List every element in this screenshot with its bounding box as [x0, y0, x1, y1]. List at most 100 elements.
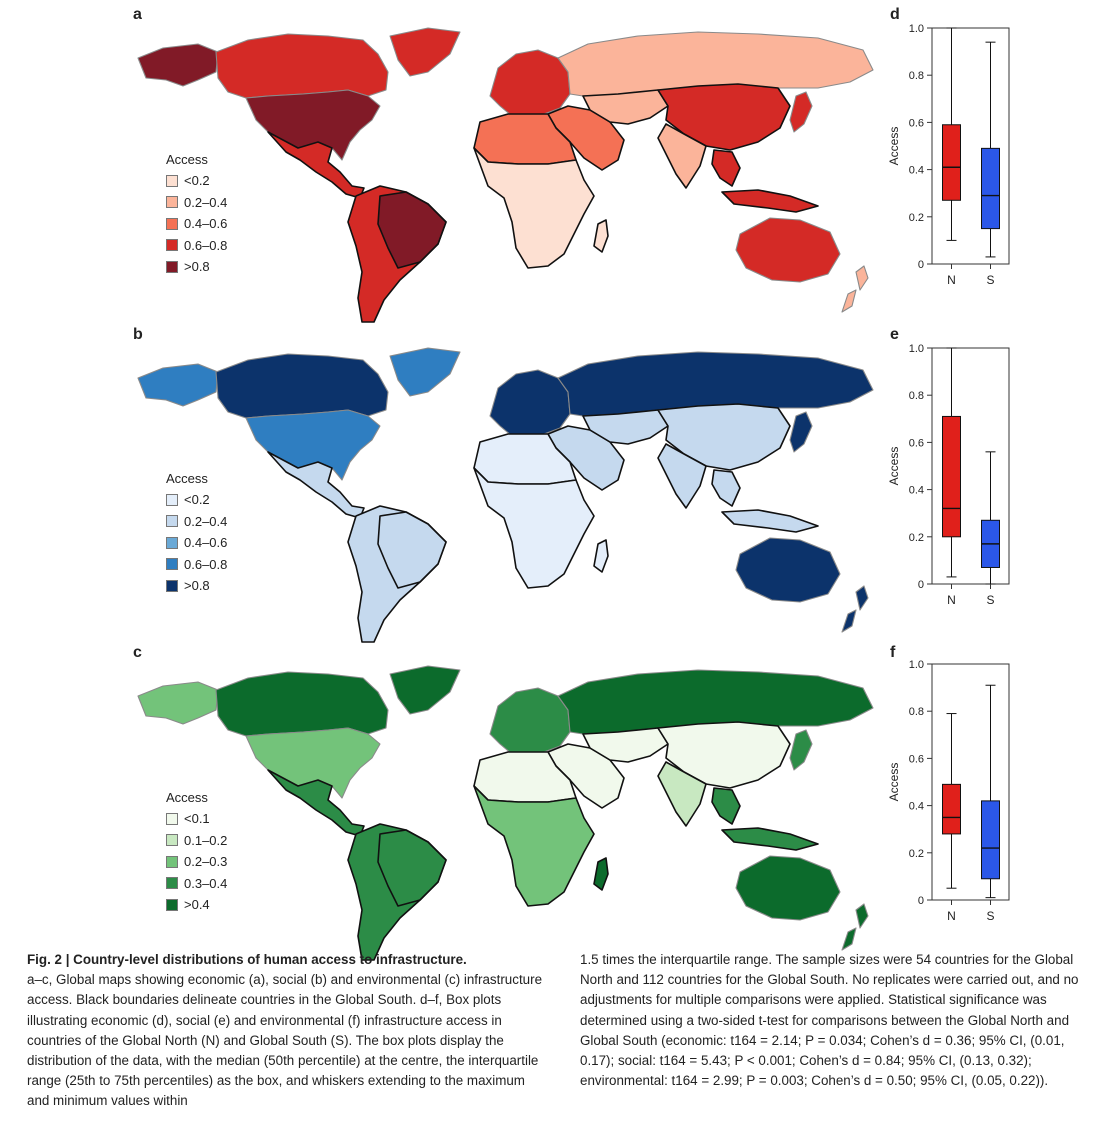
y-axis-label: Access: [887, 763, 901, 802]
legend-item: 0.1–0.2: [166, 830, 227, 852]
caption-right: 1.5 times the interquartile range. The s…: [580, 950, 1095, 1091]
map-region-mexico-central: [267, 131, 365, 199]
box-N: [942, 27, 961, 241]
y-tick-label: 0: [918, 259, 924, 271]
panel-letter-f: f: [890, 644, 896, 661]
legend-item: >0.4: [166, 894, 227, 916]
legend-item: 0.4–0.6: [166, 532, 227, 554]
legend-swatch: [166, 877, 178, 890]
map-region-brazil: [377, 829, 447, 907]
box-iqr: [981, 800, 1000, 880]
map-region-india: [657, 761, 707, 827]
y-tick-label: 0.8: [909, 70, 924, 82]
box-iqr: [981, 147, 1000, 230]
map-region-north-america: [215, 353, 389, 419]
legend-social: Access <0.2 0.2–0.4 0.4–0.6 0.6–0.8 >0.8: [166, 471, 227, 597]
x-tick-label: N: [947, 273, 956, 287]
legend-label: 0.1–0.2: [184, 832, 228, 848]
legend-item: <0.2: [166, 489, 227, 511]
legend-swatch: [166, 217, 178, 230]
legend-label: 0.6–0.8: [184, 237, 228, 253]
box-iqr: [942, 415, 961, 538]
x-tick-label: S: [986, 273, 994, 287]
map-region-nz: [841, 265, 869, 313]
legend-item: 0.2–0.4: [166, 192, 227, 214]
y-tick-label: 0.2: [909, 532, 924, 544]
legend-swatch: [166, 239, 178, 252]
map-region-africa: [473, 785, 595, 907]
legend-swatch: [166, 558, 178, 571]
map-region-se-asia: [711, 469, 819, 533]
map-region-mexico-central: [267, 769, 365, 837]
legend-item: 0.2–0.4: [166, 511, 227, 533]
legend-item: 0.2–0.3: [166, 851, 227, 873]
map-region-europe: [489, 49, 571, 121]
y-tick-label: 1.0: [909, 23, 924, 35]
legend-label: 0.3–0.4: [184, 875, 228, 891]
legend-label: <0.2: [184, 492, 210, 508]
map-region-china: [657, 721, 791, 789]
legend-swatch: [166, 515, 178, 528]
map-region-north-america: [215, 33, 389, 99]
panel-letter-a: a: [133, 6, 142, 23]
legend-label: 0.4–0.6: [184, 216, 228, 232]
map-economic: [137, 27, 874, 323]
legend-label: 0.2–0.3: [184, 854, 228, 870]
map-region-australia: [735, 537, 841, 603]
box-N: [942, 347, 961, 578]
legend-label: 0.4–0.6: [184, 535, 228, 551]
panel-letter-e: e: [890, 326, 899, 343]
legend-swatch: [166, 579, 178, 592]
y-axis-label: Access: [887, 447, 901, 486]
legend-swatch: [166, 812, 178, 825]
box-iqr: [942, 783, 961, 835]
y-tick-label: 0.6: [909, 753, 924, 765]
map-region-alaska: [137, 681, 219, 725]
legend-item: 0.6–0.8: [166, 554, 227, 576]
map-region-madagascar: [593, 219, 609, 253]
y-tick-label: 0.6: [909, 437, 924, 449]
map-region-africa: [473, 467, 595, 589]
map-region-central-asia: [582, 409, 669, 445]
plot-frame: [931, 347, 1010, 585]
legend-label: >0.4: [184, 897, 210, 913]
map-region-australia: [735, 217, 841, 283]
legend-item: >0.8: [166, 256, 227, 278]
map-region-alaska: [137, 363, 219, 407]
legend-item: 0.4–0.6: [166, 213, 227, 235]
legend-label: <0.2: [184, 173, 210, 189]
map-region-north-america: [215, 671, 389, 737]
x-tick-label: N: [947, 593, 956, 607]
map-region-japan: [789, 411, 813, 453]
map-region-brazil: [377, 191, 447, 269]
box-iqr: [942, 124, 961, 201]
map-region-brazil: [377, 511, 447, 589]
y-tick-label: 1.0: [909, 343, 924, 355]
plot-frame: [931, 27, 1010, 265]
panel-letter-b: b: [133, 326, 143, 343]
y-tick-label: 0.4: [909, 485, 924, 497]
y-tick-label: 0: [918, 895, 924, 907]
legend-environmental: Access <0.1 0.1–0.2 0.2–0.3 0.3–0.4 >0.4: [166, 790, 227, 916]
legend-item: 0.3–0.4: [166, 873, 227, 895]
map-region-europe: [489, 687, 571, 759]
legend-item: <0.2: [166, 170, 227, 192]
legend-swatch: [166, 834, 178, 847]
box-S: [981, 451, 1000, 585]
box-S: [981, 41, 1000, 258]
map-region-central-asia: [582, 727, 669, 763]
legend-label: >0.8: [184, 578, 210, 594]
boxplot-economic: 0 0.2 0.4 0.6 0.8 1.0 Access N S: [887, 23, 1010, 287]
legend-label: 0.2–0.4: [184, 194, 228, 210]
y-tick-label: 0.4: [909, 165, 924, 177]
legend-label: >0.8: [184, 259, 210, 275]
x-tick-label: S: [986, 909, 994, 923]
map-region-nz: [841, 585, 869, 633]
map-region-china: [657, 83, 791, 151]
y-tick-label: 0.2: [909, 848, 924, 860]
legend-swatch: [166, 174, 178, 187]
caption-left-body: a–c, Global maps showing economic (a), s…: [27, 972, 543, 1109]
map-region-africa: [473, 147, 595, 269]
legend-swatch: [166, 536, 178, 549]
legend-swatch: [166, 260, 178, 273]
